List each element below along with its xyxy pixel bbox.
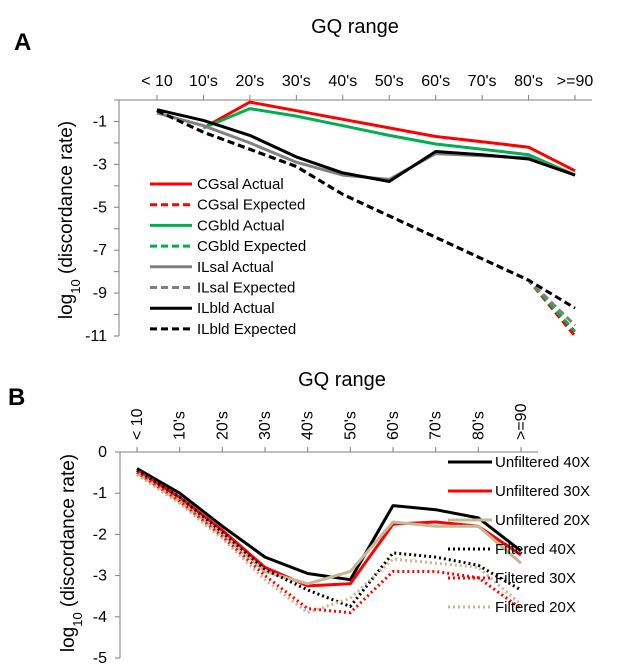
- panel-a-x-tick-label: 60's: [421, 73, 450, 90]
- panel-a-x-tick-label: 10's: [189, 73, 218, 90]
- legend-label: CGbld Expected: [197, 238, 306, 255]
- legend-item: ILsal Actual: [150, 259, 274, 276]
- panel-a-x-tick-label: < 10: [141, 73, 173, 90]
- legend-item: ILbld Expected: [150, 321, 296, 338]
- panel-a-series-lines: [156, 100, 577, 337]
- panel-a-x-tick-label: 30's: [282, 73, 311, 90]
- panel-a-x-tick-label: 40's: [328, 73, 357, 90]
- panel-a-y-tick-label: -7: [93, 242, 107, 259]
- legend-item: Filtered 40X: [448, 541, 576, 558]
- panel-b-y-tick-label: -5: [93, 650, 107, 664]
- panel-b-x-tick-labels: < 10 10's 20's 30's 40's 50's 60's 70's 80's >=90: [129, 403, 530, 440]
- legend-label: ILbld Expected: [197, 321, 296, 338]
- panel-b-x-tick-label: 50's: [342, 411, 359, 440]
- series-line-cgbld-actual: [202, 107, 576, 177]
- panel-a-x-tick-label: 80's: [514, 73, 543, 90]
- series-line-filtered-20x: [136, 473, 522, 615]
- panel-a-label: A: [14, 29, 31, 56]
- panel-a-x-tick-label: >=90: [557, 73, 594, 90]
- panel-a-y-tick-label: -11: [85, 328, 107, 345]
- legend-label: Filtered 20X: [495, 599, 576, 616]
- legend-label: Unfiltered 40X: [495, 454, 590, 471]
- panel-a-title: GQ range: [311, 16, 399, 38]
- panel-b-x-tick-label: 60's: [385, 411, 402, 440]
- panel-b-x-tick-label: 40's: [300, 411, 317, 440]
- panel-a-x-tick-labels: < 10 10's 20's 30's 40's 50's 60's 70's 80's >=90: [141, 73, 593, 90]
- series-line-ilbld-actual: [156, 108, 576, 183]
- panel-b-y-tick-label: 0: [98, 444, 107, 461]
- series-line-unfiltered-30x: [136, 469, 522, 588]
- panel-b-y-tick-label: -3: [93, 568, 107, 585]
- legend-item: CGsal Expected: [150, 197, 305, 214]
- panel-a: A GQ range < 10 10's 20's 30's 40's 50's 60's 7…: [14, 16, 593, 345]
- panel-b-y-tick-label: -2: [93, 526, 107, 543]
- legend-item: Unfiltered 40X: [448, 454, 590, 471]
- panel-b-y-axis-label: log10 (discordance rate): [58, 454, 85, 652]
- legend-item: CGsal Actual: [150, 176, 284, 193]
- panel-b-y-tick-label: -4: [93, 609, 107, 626]
- legend-label: Unfiltered 20X: [495, 512, 590, 529]
- legend-label: CGsal Actual: [197, 176, 284, 193]
- legend-item: Unfiltered 20X: [448, 512, 590, 529]
- panel-a-x-tick-label: 50's: [375, 73, 404, 90]
- panel-b-x-tick-label: 70's: [428, 411, 445, 440]
- legend-item: CGbld Actual: [150, 217, 285, 234]
- legend-item: ILbld Actual: [150, 300, 275, 317]
- series-line-filtered-30x: [136, 471, 522, 615]
- legend-item: CGbld Expected: [150, 238, 306, 255]
- panel-a-y-tick-label: -5: [93, 199, 107, 216]
- legend-item: Filtered 30X: [448, 570, 576, 587]
- panel-b-title: GQ range: [298, 369, 386, 391]
- panel-a-x-tick-label: 20's: [235, 73, 264, 90]
- panel-b-y-tick-labels: 0 -1 -2 -3 -4 -5: [93, 444, 107, 664]
- legend-label: ILbld Actual: [197, 300, 275, 317]
- panel-a-y-tick-label: -1: [93, 113, 107, 130]
- panel-b-axes: [115, 447, 538, 659]
- panel-b-x-tick-label: 30's: [257, 411, 274, 440]
- legend-item: Filtered 20X: [448, 599, 576, 616]
- panel-a-axes: [114, 95, 592, 337]
- panel-b: B GQ range < 10 10's 20's 30's 40's 50's 60's 7…: [8, 369, 590, 664]
- panel-b-x-tick-label: 10's: [172, 411, 189, 440]
- legend-label: Filtered 30X: [495, 570, 576, 587]
- panel-b-x-tick-label: >=90: [513, 403, 530, 440]
- panel-a-legend: CGsal Actual CGsal Expected CGbld Actual CG…: [150, 176, 306, 338]
- series-line-cgsal-actual: [202, 100, 576, 173]
- panel-b-label: B: [8, 384, 25, 411]
- panel-b-legend: Unfiltered 40X Unfiltered 30X Unfiltered 2…: [448, 454, 590, 616]
- legend-label: ILsal Expected: [197, 280, 295, 297]
- panel-a-y-tick-label: -9: [93, 285, 107, 302]
- panel-a-y-axis-label: log10 (discordance rate): [56, 121, 83, 319]
- legend-item: Unfiltered 30X: [448, 483, 590, 500]
- panel-a-y-tick-label: -3: [93, 156, 107, 173]
- panel-b-x-tick-label: 80's: [470, 411, 487, 440]
- legend-item: ILsal Expected: [150, 280, 295, 297]
- panel-b-x-tick-label: < 10: [129, 408, 146, 440]
- legend-label: CGbld Actual: [197, 217, 285, 234]
- legend-label: Unfiltered 30X: [495, 483, 590, 500]
- legend-label: CGsal Expected: [197, 197, 305, 214]
- legend-label: ILsal Actual: [197, 259, 274, 276]
- panel-b-x-tick-label: 20's: [214, 411, 231, 440]
- legend-label: Filtered 40X: [495, 541, 576, 558]
- panel-a-y-tick-labels: -1 -3 -5 -7 -9 -11: [85, 113, 107, 345]
- series-line-unfiltered-20x: [136, 471, 522, 586]
- panel-a-x-tick-label: 70's: [468, 73, 497, 90]
- panel-b-series-lines: [136, 467, 522, 615]
- panel-b-y-tick-label: -1: [93, 485, 107, 502]
